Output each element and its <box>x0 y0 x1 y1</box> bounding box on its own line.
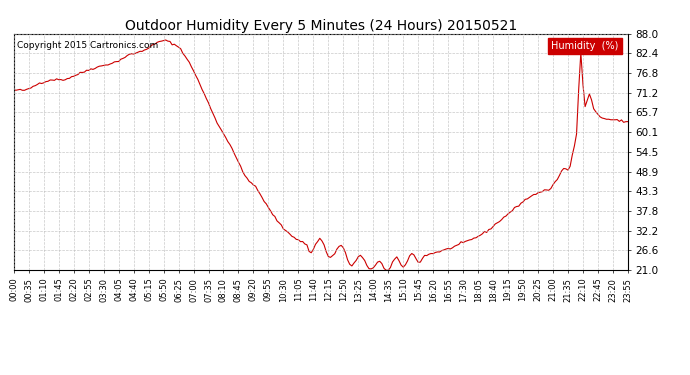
Text: Humidity  (%): Humidity (%) <box>551 41 619 51</box>
Title: Outdoor Humidity Every 5 Minutes (24 Hours) 20150521: Outdoor Humidity Every 5 Minutes (24 Hou… <box>125 19 517 33</box>
Text: Copyright 2015 Cartronics.com: Copyright 2015 Cartronics.com <box>17 41 158 50</box>
